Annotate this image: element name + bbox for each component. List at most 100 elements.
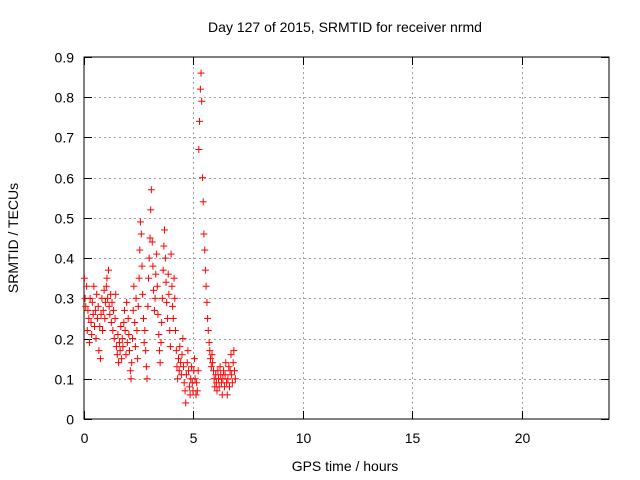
data-point: [158, 294, 166, 302]
data-point: [201, 246, 209, 254]
data-point: [112, 343, 120, 351]
data-point: [92, 335, 100, 343]
data-point: [125, 331, 133, 339]
data-point: [225, 383, 233, 391]
data-point: [94, 302, 102, 310]
data-point: [138, 262, 146, 270]
data-point: [176, 343, 184, 351]
data-point: [150, 286, 158, 294]
data-point: [82, 302, 90, 310]
data-point: [175, 355, 182, 363]
data-point: [216, 363, 224, 371]
data-point: [94, 314, 102, 322]
data-point: [204, 327, 212, 335]
data-point: [167, 250, 175, 258]
y-tick-label: 0.7: [55, 130, 75, 146]
data-point: [147, 206, 155, 214]
data-point: [104, 294, 112, 302]
data-point: [185, 383, 193, 391]
data-point: [135, 274, 143, 282]
data-point: [207, 363, 215, 371]
data-point: [180, 379, 188, 387]
data-point: [197, 69, 205, 77]
data-point: [110, 335, 118, 343]
data-point: [195, 146, 203, 154]
data-point: [154, 310, 162, 318]
x-tick-label: 15: [405, 430, 421, 446]
data-point: [99, 327, 107, 335]
data-point: [108, 298, 116, 306]
data-point: [223, 391, 231, 399]
y-tick-label: 0: [66, 412, 74, 428]
data-point: [99, 306, 107, 314]
data-point: [193, 379, 201, 387]
data-point: [120, 306, 128, 314]
data-point: [83, 327, 91, 335]
data-point: [140, 314, 147, 322]
data-point: [182, 399, 190, 407]
data-point: [206, 355, 214, 363]
data-point: [120, 318, 128, 326]
x-tick-label: 0: [81, 430, 89, 446]
data-point: [80, 274, 88, 282]
data-point: [127, 375, 135, 383]
data-point: [231, 375, 239, 383]
data-point: [114, 331, 122, 339]
data-point: [149, 262, 157, 270]
data-point: [169, 302, 177, 310]
data-point: [163, 298, 171, 306]
data-point: [117, 322, 125, 330]
data-point: [228, 371, 236, 379]
data-point: [106, 310, 114, 318]
data-point: [85, 339, 93, 347]
data-point: [152, 270, 160, 278]
data-point: [122, 351, 130, 359]
y-tick-label: 0.6: [55, 171, 75, 187]
data-point: [196, 85, 204, 93]
data-point: [126, 367, 134, 375]
data-point: [227, 351, 235, 359]
data-point: [170, 274, 178, 282]
data-point: [182, 371, 190, 379]
y-tick-label: 0.9: [55, 50, 75, 66]
data-point: [131, 343, 139, 351]
data-point: [115, 359, 123, 367]
data-point: [193, 387, 201, 395]
data-point: [205, 339, 213, 347]
data-point: [213, 387, 221, 395]
data-point: [209, 359, 217, 367]
data-point: [88, 298, 96, 306]
data-point: [153, 282, 161, 290]
data-point: [166, 343, 174, 351]
data-point: [83, 282, 91, 290]
data-point: [105, 266, 112, 274]
data-point: [221, 371, 229, 379]
data-point: [183, 359, 191, 367]
data-point: [203, 298, 211, 306]
data-point: [136, 246, 144, 254]
data-point: [161, 226, 168, 234]
data-point: [155, 347, 163, 355]
y-axis-label: SRMTID / TECUs: [5, 183, 21, 293]
data-point: [178, 351, 186, 359]
data-point: [147, 186, 155, 194]
data-point: [107, 318, 115, 326]
data-point: [130, 282, 138, 290]
data-point: [179, 335, 187, 343]
data-point: [220, 367, 228, 375]
data-point: [231, 367, 238, 375]
data-point: [191, 375, 199, 383]
data-point: [142, 347, 150, 355]
data-point: [121, 327, 129, 335]
data-point: [128, 359, 136, 367]
axis-ticks: [84, 57, 609, 420]
data-point: [101, 298, 109, 306]
data-point: [136, 218, 144, 226]
data-point: [140, 339, 148, 347]
data-point: [204, 314, 212, 322]
data-point: [229, 359, 237, 367]
data-point: [131, 318, 139, 326]
data-point: [192, 391, 200, 399]
data-point: [134, 302, 142, 310]
data-point: [199, 174, 207, 182]
